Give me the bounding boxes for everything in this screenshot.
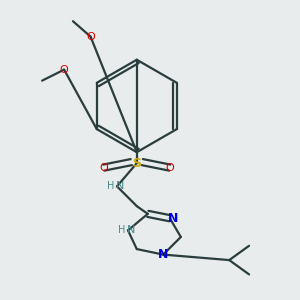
Text: O: O (86, 32, 95, 42)
Text: H: H (107, 181, 114, 191)
Text: N: N (127, 225, 136, 236)
Text: H: H (118, 225, 125, 236)
Text: O: O (165, 163, 174, 172)
Text: S: S (132, 157, 141, 170)
Text: N: N (116, 181, 124, 191)
Text: N: N (168, 212, 178, 225)
Text: O: O (60, 64, 68, 75)
Text: O: O (99, 163, 108, 172)
Text: N: N (158, 248, 168, 261)
